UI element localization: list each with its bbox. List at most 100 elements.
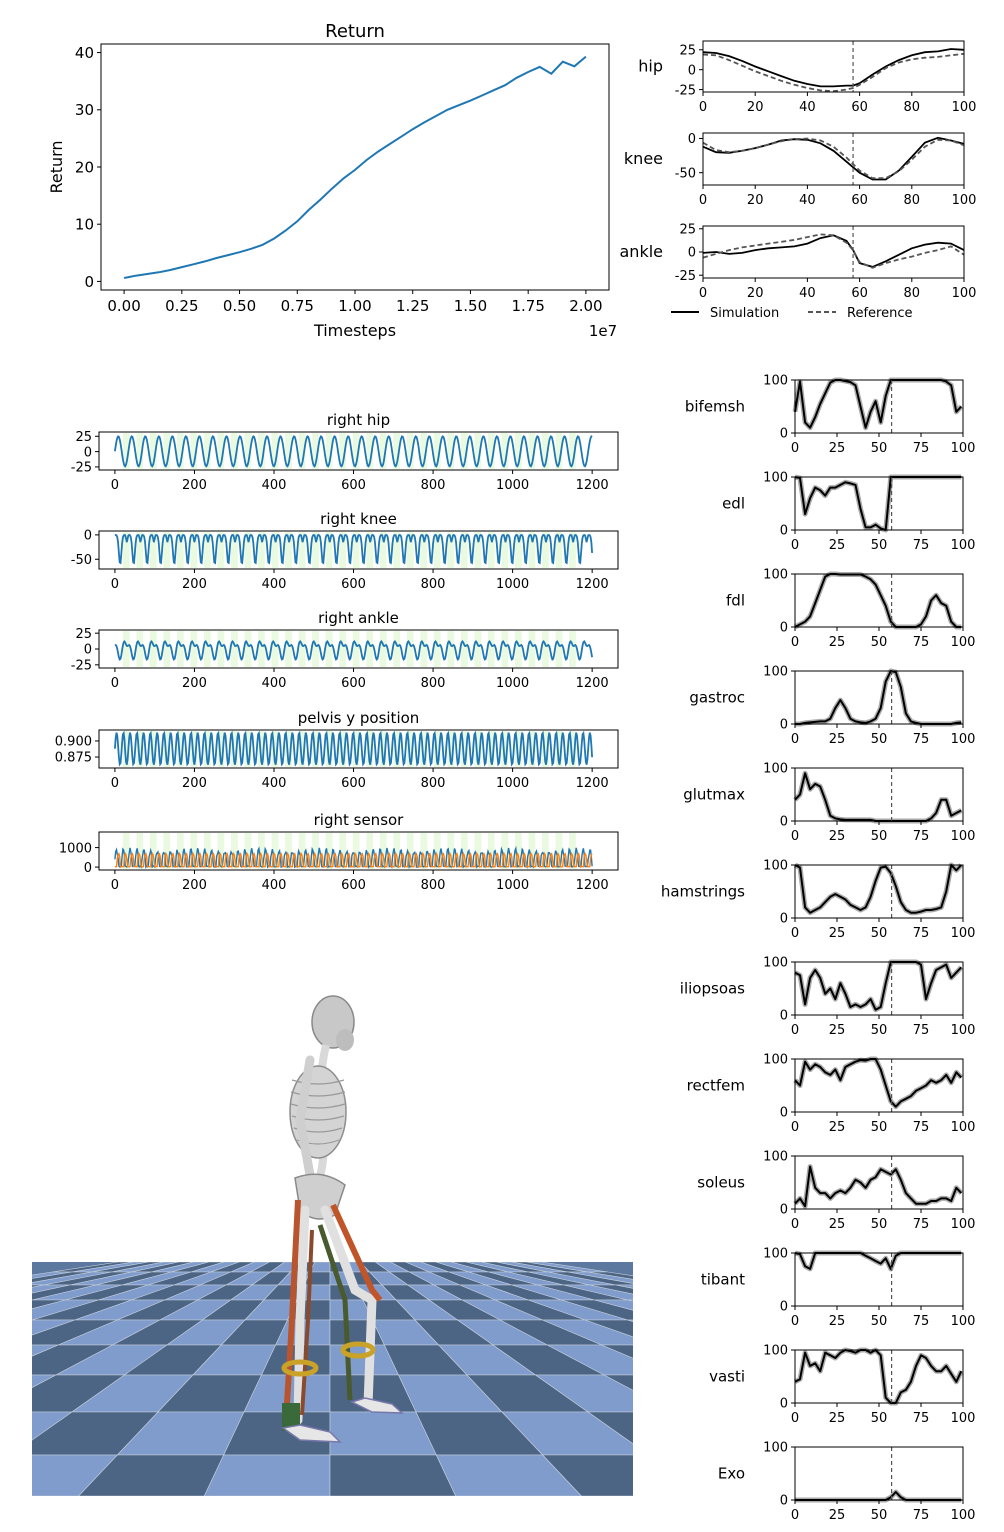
- chart-right-ankle-stance-band: [474, 631, 481, 667]
- muscle-glutmax-ytick-label: 0: [780, 815, 788, 830]
- muscle-soleus-activation-line: [795, 1167, 961, 1207]
- chart-ankle-xtick-label: 60: [851, 286, 868, 301]
- muscle-fdl-label: fdl: [726, 592, 745, 610]
- chart-right-ankle-stance-band: [326, 631, 333, 667]
- muscle-glutmax-axes: 0 25 50 75 100 0 100 glutmax: [683, 762, 975, 844]
- muscle-bifemsh-ytick-label: 100: [763, 374, 788, 389]
- chart-ankle-axes: 0 20 40 60 80 100-25025ankle: [620, 222, 977, 301]
- floor-tile: [628, 1320, 765, 1345]
- muscle-soleus-label: soleus: [697, 1174, 745, 1192]
- chart-return-xtick-label: 0.00: [107, 297, 140, 315]
- chart-knee-xtick-label: 80: [904, 193, 921, 208]
- chart-right-ankle-stance-band: [177, 631, 184, 667]
- floor-tile: [330, 1455, 456, 1496]
- chart-hip-ytick-label: 0: [688, 63, 696, 78]
- muscle-edl-xtick-label: 100: [951, 538, 976, 553]
- muscle-edl-activation-line: [795, 477, 961, 530]
- chart-ankle-xtick-label: 40: [799, 286, 816, 301]
- muscle-fdl-ytick-label: 0: [780, 621, 788, 636]
- floor-tile: [694, 1300, 841, 1320]
- muscle-iliopsoas-label: iliopsoas: [680, 980, 745, 998]
- muscle-exo-xtick-label: 100: [951, 1508, 976, 1523]
- muscle-edl-axes: 0 25 50 75 1000100edl: [722, 471, 975, 553]
- chart-right-hip-xtick-label: 1000: [496, 478, 529, 493]
- floor-tile: [0, 1285, 18, 1300]
- floor-tile: [204, 1455, 330, 1496]
- chart-right-ankle-stance-band: [407, 631, 414, 667]
- muscle-edl-ytick-label: 100: [763, 471, 788, 486]
- chart-right-sensor-axes: 0 200 400 600 800 1000 120001000right sensor: [59, 811, 618, 893]
- muscle-edl-frame: [795, 477, 963, 530]
- chart-knee-xtick-label: 100: [952, 193, 977, 208]
- chart-right-hip-xtick-label: 800: [421, 478, 446, 493]
- chart-right-ankle-stance-band: [515, 631, 522, 667]
- floor-tile: [661, 1300, 798, 1320]
- muscle-soleus-ytick-label: 0: [780, 1203, 788, 1218]
- chart-pelvis-y-xtick-label: 200: [182, 776, 207, 791]
- muscle-glutmax-xtick-label: 100: [951, 829, 976, 844]
- muscle-edl-xtick-label: 75: [913, 538, 930, 553]
- muscle-rectfem-ytick-label: 0: [780, 1106, 788, 1121]
- chart-ankle-xtick-label: 20: [747, 286, 764, 301]
- muscle-gastroc-band: [795, 671, 961, 724]
- floor-tile: [727, 1300, 883, 1320]
- muscle-exo-ytick-label: 0: [780, 1494, 788, 1509]
- muscle-tibant-ytick-label: 100: [763, 1247, 788, 1262]
- muscle-glutmax-xtick-label: 25: [829, 829, 846, 844]
- floor-tile: [810, 1375, 1004, 1412]
- chart-hip-xtick-label: 20: [747, 100, 764, 115]
- muscle-gastroc-xtick-label: 0: [791, 732, 799, 747]
- floor-tile: [968, 1455, 1004, 1496]
- muscle-gastroc-axes: 0 25 50 75 100 0 100 gastroc: [689, 665, 975, 747]
- muscle-glutmax-xtick-label: 75: [913, 829, 930, 844]
- floor-tile: [755, 1455, 958, 1496]
- floor-tile: [673, 1375, 846, 1412]
- chart-right-knee-xtick-label: 1000: [496, 577, 529, 592]
- chart-knee-series-line: [703, 139, 964, 179]
- chart-right-sensor-xtick-label: 1200: [576, 878, 609, 893]
- muscle-gastroc-ytick-label: 0: [780, 718, 788, 733]
- muscle-tibant-xtick-label: 75: [913, 1314, 930, 1329]
- chart-right-ankle-stance-band: [312, 631, 319, 667]
- muscle-fdl-band: [795, 574, 961, 627]
- chart-right-knee-xtick-label: 800: [421, 577, 446, 592]
- muscle-rectfem-xtick-label: 75: [913, 1120, 930, 1135]
- muscle-gastroc-xtick-label: 100: [951, 732, 976, 747]
- muscle-vasti-xtick-label: 75: [913, 1411, 930, 1426]
- chart-knee-ytick-label: 0: [688, 132, 696, 147]
- chart-right-ankle-ytick-label: 25: [75, 627, 92, 642]
- chart-right-ankle-xtick-label: 400: [262, 676, 287, 691]
- muscle-exo-ytick-label: 100: [763, 1441, 788, 1456]
- muscle-iliopsoas-activation-line: [795, 962, 961, 1010]
- muscle-glutmax-activation-line: [795, 773, 961, 821]
- chart-ankle-xtick-label: 100: [952, 286, 977, 301]
- chart-right-ankle-stance-band: [556, 631, 563, 667]
- muscle-vasti-activation-line: [795, 1350, 961, 1403]
- floor-tile: [862, 1455, 1004, 1496]
- chart-pelvis-y-xtick-label: 1000: [496, 776, 529, 791]
- muscle-soleus-xtick-label: 75: [913, 1217, 930, 1232]
- muscle-bifemsh-xtick-label: 75: [913, 441, 930, 456]
- muscle-bifemsh-xtick-label: 50: [871, 441, 888, 456]
- chart-pelvis-y-xtick-label: 600: [341, 776, 366, 791]
- muscle-iliopsoas-ytick-label: 0: [780, 1009, 788, 1024]
- muscle-hamstrings-axes: 0 25 50 75 1000100hamstrings: [661, 859, 976, 941]
- muscle-iliopsoas-xtick-label: 100: [951, 1023, 976, 1038]
- muscle-iliopsoas-axes: 0 25 50 75 1000100iliopsoas: [680, 956, 976, 1038]
- chart-right-ankle-xtick-label: 1000: [496, 676, 529, 691]
- chart-return-ytick-label: 30: [75, 101, 94, 119]
- muscle-rectfem-activation-line: [795, 1059, 961, 1107]
- chart-pelvis-y-axes: 0 200 400 600 800 1000 1200 0.8750.900 pelvis y …: [55, 709, 618, 791]
- muscle-gastroc-xtick-label: 75: [913, 732, 930, 747]
- muscle-tibant-band: [795, 1253, 961, 1269]
- chart-right-knee-xtick-label: 600: [341, 577, 366, 592]
- chart-right-hip-xtick-label: 400: [262, 478, 287, 493]
- chart-return-axes: 0.00 0.25 0.50 0.75 1.00 1.25 1.50 1.75 2.000102…: [47, 21, 617, 340]
- chart-right-knee-xtick-label: 200: [182, 577, 207, 592]
- chart-pelvis-y-ytick-label: 0.875: [55, 751, 92, 766]
- chart-ankle-ytick-label: 25: [679, 222, 696, 237]
- jaw-shape: [336, 1029, 354, 1051]
- chart-pelvis-y-xtick-label: 0: [111, 776, 119, 791]
- chart-return-xtick-label: 2.00: [569, 297, 602, 315]
